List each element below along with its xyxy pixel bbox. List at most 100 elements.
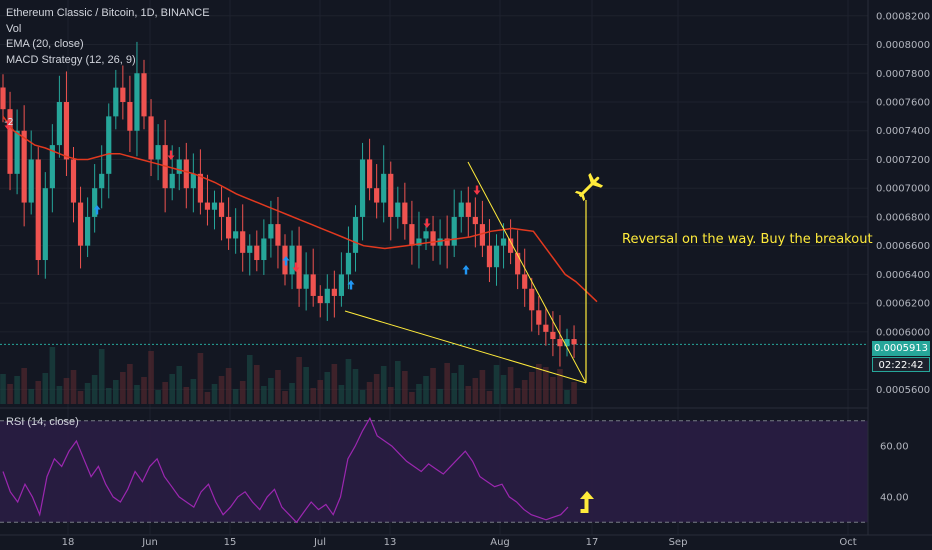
price-tick-label: 0.0006000 — [876, 327, 930, 338]
candle — [465, 186, 471, 237]
volume-bar — [550, 377, 556, 404]
candle — [564, 328, 570, 357]
price-tick-label: 0.0007600 — [876, 98, 930, 109]
candle-body — [374, 188, 380, 203]
wedge-lower-line — [344, 310, 587, 384]
candle — [529, 277, 535, 332]
volume-bar — [437, 389, 443, 404]
candle-body — [148, 116, 154, 160]
volume-bar — [183, 387, 190, 404]
buy-signal-arrow — [347, 280, 355, 290]
candle — [571, 325, 577, 358]
volume-bar — [521, 380, 528, 404]
candle — [275, 196, 281, 269]
volume-bar — [246, 355, 253, 404]
candle — [254, 230, 260, 272]
candle — [367, 138, 373, 201]
sell-signal-arrow — [4, 120, 12, 130]
candle-body — [197, 173, 203, 203]
candle-body — [317, 295, 323, 304]
volume-bar — [275, 370, 281, 404]
candle-body — [289, 245, 295, 275]
volume-bar — [35, 381, 42, 404]
indicator-ema[interactable]: EMA (20, close) — [6, 38, 84, 50]
indicator-vol[interactable]: Vol — [6, 22, 22, 35]
volume-bar — [21, 368, 27, 404]
volume-bar — [557, 369, 563, 404]
volume-bar — [493, 365, 500, 404]
candle-body — [63, 102, 70, 160]
volume-bar — [155, 390, 161, 404]
candle-body — [120, 87, 126, 102]
volume-bar — [324, 372, 331, 404]
time-tick-label: 17 — [586, 537, 599, 548]
candle — [63, 71, 70, 177]
candle-body — [113, 87, 119, 117]
volume-bar — [303, 367, 309, 404]
volume-bar — [387, 387, 394, 404]
time-axis[interactable]: 18 Jun 15 Jul 13 Aug 17 Sep Oct — [62, 537, 857, 548]
candle-body — [134, 73, 140, 131]
candle — [176, 147, 182, 191]
time-tick-label: Sep — [669, 537, 688, 548]
candle-body — [303, 274, 309, 289]
candle-body — [331, 288, 337, 296]
candle — [458, 190, 464, 233]
candle — [359, 142, 366, 241]
price-tick-label: 0.0005600 — [876, 385, 930, 396]
candle-body — [437, 238, 443, 246]
candle-body — [92, 188, 98, 217]
candle-body — [522, 274, 528, 289]
candle-body — [500, 238, 507, 246]
candle — [522, 248, 528, 307]
volume-bar — [7, 384, 13, 404]
candle-body — [0, 87, 6, 110]
candle — [141, 59, 147, 130]
volume-bar — [254, 365, 260, 404]
candle — [0, 74, 6, 123]
rsi-tick-label: 40.00 — [880, 492, 909, 503]
price-tick-label: 0.0007200 — [876, 155, 930, 166]
candle — [352, 205, 359, 272]
symbol-title[interactable]: Ethereum Classic / Bitcoin, 1D, BINANCE — [6, 7, 210, 19]
up-arrow-shape — [580, 491, 594, 513]
candle-body — [451, 216, 457, 246]
candle-body — [324, 288, 330, 304]
candle — [331, 270, 337, 318]
buy-signal-arrow — [93, 205, 101, 215]
candle-body — [7, 109, 13, 174]
volume-bar — [176, 366, 183, 404]
candle — [197, 149, 203, 215]
candle — [402, 182, 408, 240]
volume-bar — [113, 380, 119, 404]
volume-bar — [120, 372, 126, 404]
last-price-tag: 0.0005913 — [872, 341, 930, 356]
price-tick-label: 0.0008000 — [876, 40, 930, 51]
candle — [218, 186, 225, 241]
volume-bar — [28, 389, 34, 404]
candle-body — [218, 202, 225, 217]
candle — [56, 75, 62, 158]
volume-bar — [465, 386, 472, 404]
countdown-tag: 02:22:42 — [872, 357, 930, 372]
candle — [113, 69, 119, 130]
indicator-macd[interactable]: MACD Strategy (12, 26, 9) — [6, 53, 136, 66]
volume-bar — [261, 386, 267, 404]
candle-body — [268, 224, 274, 239]
price-axis[interactable]: 0.0008200 0.0008000 0.0007800 0.0007600 0.00… — [0, 0, 932, 536]
volume-bar — [486, 391, 493, 404]
candle — [296, 226, 302, 307]
volume-bar — [528, 372, 535, 404]
candle — [14, 109, 20, 195]
candle — [183, 142, 189, 209]
rsi-line — [2, 416, 569, 524]
volume-bar — [543, 367, 549, 404]
candle-body — [247, 245, 253, 253]
candle — [486, 219, 493, 283]
candle-body — [77, 202, 84, 246]
volume-bar — [105, 388, 112, 404]
time-tick-label: Jul — [313, 537, 326, 548]
volume-bar — [148, 351, 154, 404]
rsi-label[interactable]: RSI (14, close) — [6, 416, 79, 428]
